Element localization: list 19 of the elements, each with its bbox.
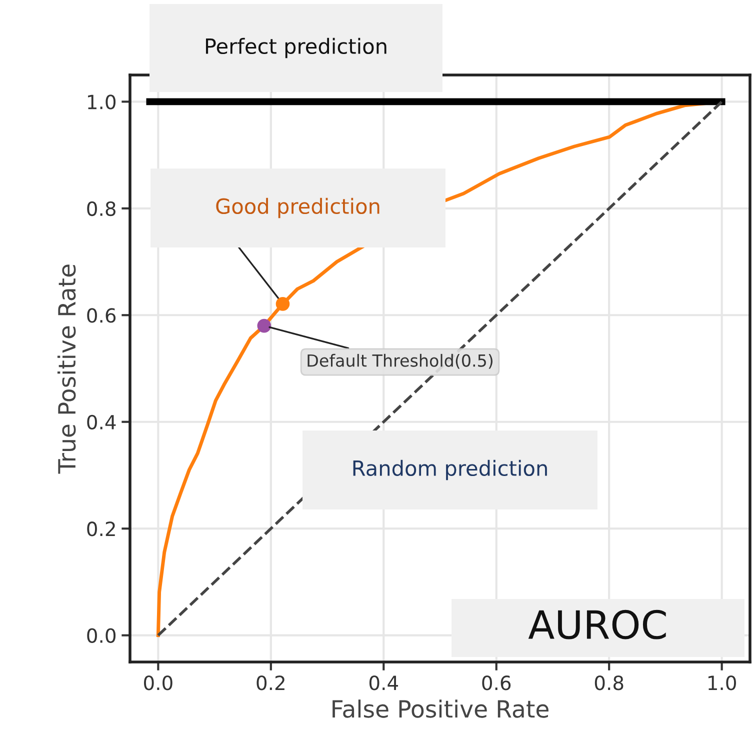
text: Perfect prediction [206, 38, 386, 58]
y-tick-label: 1.0 [88, 94, 116, 110]
annotation: Random prediction [353, 460, 547, 480]
x-tick-label: 0.0 [144, 676, 172, 690]
y-tick-label: 0.4 [87, 414, 116, 430]
y-tick-label: 0.0 [87, 628, 116, 643]
y-axis-title: True Positive Rate [57, 264, 76, 474]
x-tick-label: 1.0 [708, 676, 736, 690]
x-tick-label: 0.4 [369, 676, 398, 690]
annotation: AUROC [528, 610, 666, 640]
annotation: Default Threshold(0.5) [308, 354, 492, 369]
x-tick-label: 0.6 [482, 676, 511, 690]
x-tick-label: 0.8 [594, 676, 624, 690]
annotation: Good prediction [216, 198, 380, 218]
y-tick-label: 0.6 [87, 308, 116, 323]
x-tick-label: 0.2 [256, 676, 284, 690]
y-tick-label: 0.2 [87, 522, 115, 536]
y-tick-label: 0.8 [87, 201, 116, 216]
x-axis-title: False Positive Rate [332, 700, 548, 718]
